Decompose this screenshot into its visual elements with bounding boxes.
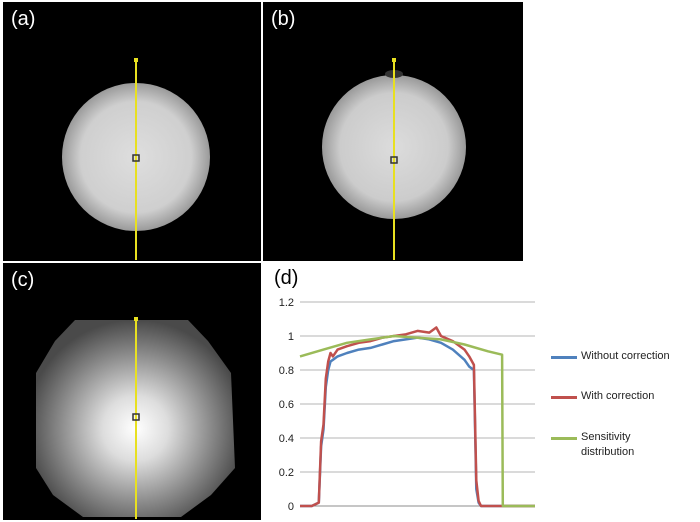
y-tick-label-3: 0.6	[279, 399, 294, 411]
legend-label-sensitivity: Sensitivity distribution	[581, 430, 634, 460]
line-center-marker-c[interactable]	[132, 413, 140, 421]
panel-label-b: (b)	[271, 8, 296, 30]
phantom-b-svg	[322, 58, 466, 260]
phantom-a-svg	[62, 58, 210, 260]
y-tick-label-6: 1.2	[279, 297, 294, 309]
line-handle-top-a[interactable]	[134, 58, 138, 62]
legend-label-with: With correction	[581, 390, 655, 402]
legend-label-without: Without correction	[581, 350, 670, 362]
legend-swatch-with	[551, 396, 577, 399]
line-center-marker-a[interactable]	[132, 154, 140, 162]
legend-label-sensitivity-line1: Sensitivity	[581, 431, 631, 443]
profile-line-chart: 0 0.2 0.4 0.6 0.8 1 1.2	[279, 297, 535, 513]
legend-swatch-without	[551, 356, 577, 359]
legend-swatch-sensitivity	[551, 437, 577, 440]
legend-label-sensitivity-line2: distribution	[581, 446, 635, 458]
panel-label-c: (c)	[11, 269, 35, 291]
y-tick-label-2: 0.4	[279, 433, 294, 445]
panel-a-image: (a)	[3, 2, 261, 261]
y-tick-label-0: 0	[288, 501, 294, 513]
y-tick-label-5: 1	[288, 331, 294, 343]
legend-item-without-correction: Without correction	[551, 349, 670, 364]
series-line-with-correction	[300, 326, 535, 508]
line-center-marker-b[interactable]	[390, 156, 398, 164]
y-tick-label-1: 0.2	[279, 467, 294, 479]
series-line-sensitivity-distribution	[299, 334, 535, 508]
line-handle-top-c[interactable]	[134, 317, 138, 321]
sensitivity-map-svg	[36, 317, 235, 519]
y-tick-label-4: 0.8	[279, 365, 294, 377]
panel-b-image: (b)	[263, 2, 523, 261]
series-line-without-correction	[300, 336, 535, 508]
panel-c-image: (c)	[3, 263, 261, 520]
panel-label-a: (a)	[11, 8, 36, 30]
legend-item-sensitivity: Sensitivity distribution	[551, 430, 634, 460]
panel-label-d: (d)	[274, 267, 299, 289]
line-handle-top-b[interactable]	[392, 58, 396, 62]
legend-item-with-correction: With correction	[551, 389, 654, 404]
